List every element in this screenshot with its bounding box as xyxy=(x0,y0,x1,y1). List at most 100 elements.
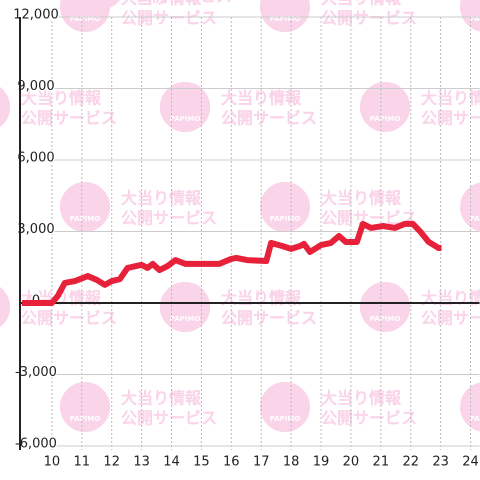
watermark-brand: PAPIMO xyxy=(370,115,401,123)
watermark-brand: PAPIMO xyxy=(270,215,301,223)
watermark-title: 大当り情報 xyxy=(421,89,480,108)
watermark-brand: PAPIMO xyxy=(85,0,116,1)
y-tick-label: 3,000 xyxy=(17,222,54,237)
watermark-subtitle: 公開サービス xyxy=(321,409,417,428)
watermark-brand: PAPIMO xyxy=(270,415,301,423)
watermark-subtitle: 公開サービス xyxy=(321,209,417,228)
watermark-logo xyxy=(260,182,310,232)
watermark-logo xyxy=(360,82,410,132)
y-tick-label: -6,000 xyxy=(15,437,57,452)
watermark-brand: PAPIMO xyxy=(270,15,301,23)
watermark-subtitle: 公開サービス xyxy=(421,309,480,328)
watermark-brand: PAPIMO xyxy=(70,15,101,23)
watermark-subtitle: 公開サービス xyxy=(121,9,217,28)
watermark-subtitle: 公開サービス xyxy=(121,209,217,228)
x-tick-label: 15 xyxy=(193,455,210,470)
watermark-title: 大当り情報 xyxy=(321,389,402,408)
watermark-brand: PAPIMO xyxy=(170,315,201,323)
watermark-brand: PAPIMO xyxy=(70,415,101,423)
watermark-logo xyxy=(60,382,110,432)
watermark-title: 大当り情報 xyxy=(321,0,402,8)
watermark-subtitle: 公開サービス xyxy=(136,0,232,6)
watermark-subtitle: 公開サービス xyxy=(21,309,117,328)
watermark-brand: PAPIMO xyxy=(470,15,480,23)
x-tick-label: 18 xyxy=(283,455,300,470)
watermark-logo xyxy=(260,182,310,232)
x-tick-label: 21 xyxy=(373,455,390,470)
watermark-logo xyxy=(260,0,310,32)
watermark-logo xyxy=(360,82,410,132)
x-tick-label: 22 xyxy=(402,455,419,470)
watermark-subtitle: 公開サービス xyxy=(21,109,117,128)
watermark-brand: PAPIMO xyxy=(170,315,201,323)
watermark-logo xyxy=(460,0,480,32)
watermark-logo xyxy=(160,82,210,132)
watermark-logo xyxy=(0,87,10,127)
watermark-title: 大当り情報 xyxy=(121,0,202,8)
watermark-brand: PAPIMO xyxy=(370,115,401,123)
watermark-subtitle: 公開サービス xyxy=(21,309,117,328)
watermark-subtitle: 公開サービス xyxy=(221,109,317,128)
watermark-logo xyxy=(260,0,310,32)
x-tick-label: 20 xyxy=(343,455,360,470)
x-tick-label: 10 xyxy=(44,455,61,470)
watermark-logo xyxy=(260,0,310,32)
watermark-subtitle: 公開サービス xyxy=(121,209,217,228)
watermark-subtitle: 公開サービス xyxy=(221,309,317,328)
watermark-logo xyxy=(80,0,120,10)
watermark-title: 大当り情報 xyxy=(121,189,202,208)
watermark-logo xyxy=(0,87,10,127)
watermark-subtitle: 公開サービス xyxy=(321,9,417,28)
watermark-logo xyxy=(160,82,210,132)
x-tick-label: 13 xyxy=(133,455,150,470)
x-tick-label: 24 xyxy=(462,455,479,470)
watermark-title: 大当り情報 xyxy=(121,389,202,408)
watermark-brand: PAPIMO xyxy=(270,15,301,23)
watermark-subtitle: 公開サービス xyxy=(321,209,417,228)
watermark-subtitle: 公開サービス xyxy=(21,109,117,128)
watermark-subtitle: 公開サービス xyxy=(121,409,217,428)
x-tick-label: 12 xyxy=(103,455,120,470)
watermark-logo xyxy=(60,382,110,432)
watermark-subtitle: 公開サービス xyxy=(421,109,480,128)
watermark-logo xyxy=(360,282,410,332)
watermark-logo xyxy=(60,182,110,232)
watermark-logo xyxy=(260,382,310,432)
watermark-brand: PAPIMO xyxy=(370,315,401,323)
watermark-title: 大当り情報 xyxy=(321,389,402,408)
watermark-title: 大当り情報 xyxy=(321,0,402,8)
y-tick-label: 6,000 xyxy=(17,151,54,166)
watermark-subtitle: 公開サービス xyxy=(321,409,417,428)
watermark-title: 大当り情報 xyxy=(321,189,402,208)
watermark: PAPIMO大当り情報公開サービスPAPIMO大当り情報公開サービスPAPIMO… xyxy=(0,0,480,432)
watermark-brand: PAPIMO xyxy=(470,415,480,423)
x-tick-label: 11 xyxy=(74,455,91,470)
watermark-subtitle: 公開サービス xyxy=(321,9,417,28)
watermark-subtitle: 公開サービス xyxy=(121,9,217,28)
watermark-logo xyxy=(260,382,310,432)
series-line xyxy=(22,220,442,306)
watermark-subtitle: 公開サービス xyxy=(221,309,317,328)
watermark-logo xyxy=(0,287,10,327)
watermark-brand: PAPIMO xyxy=(70,15,101,23)
watermark-logo xyxy=(460,182,480,232)
watermark-brand: PAPIMO xyxy=(70,215,101,223)
watermark-logo xyxy=(60,182,110,232)
watermark-title: 大当り情報 xyxy=(121,0,202,8)
watermark-brand: PAPIMO xyxy=(270,15,301,23)
watermark-brand: PAPIMO xyxy=(170,115,201,123)
watermark-brand: PAPIMO xyxy=(470,15,480,23)
watermark-title: 大当り情報 xyxy=(321,189,402,208)
watermark-brand: PAPIMO xyxy=(170,115,201,123)
watermark-logo xyxy=(160,282,210,332)
watermark-brand: PAPIMO xyxy=(170,115,201,123)
watermark-subtitle: 公開サービス xyxy=(221,309,317,328)
watermark-logo xyxy=(160,82,210,132)
watermark-logo xyxy=(160,282,210,332)
watermark-subtitle: 公開サービス xyxy=(121,409,217,428)
watermark-logo xyxy=(360,282,410,332)
watermark-title: 大当り情報 xyxy=(421,289,480,308)
watermark-logo xyxy=(60,0,110,32)
watermark-logo xyxy=(0,287,10,327)
